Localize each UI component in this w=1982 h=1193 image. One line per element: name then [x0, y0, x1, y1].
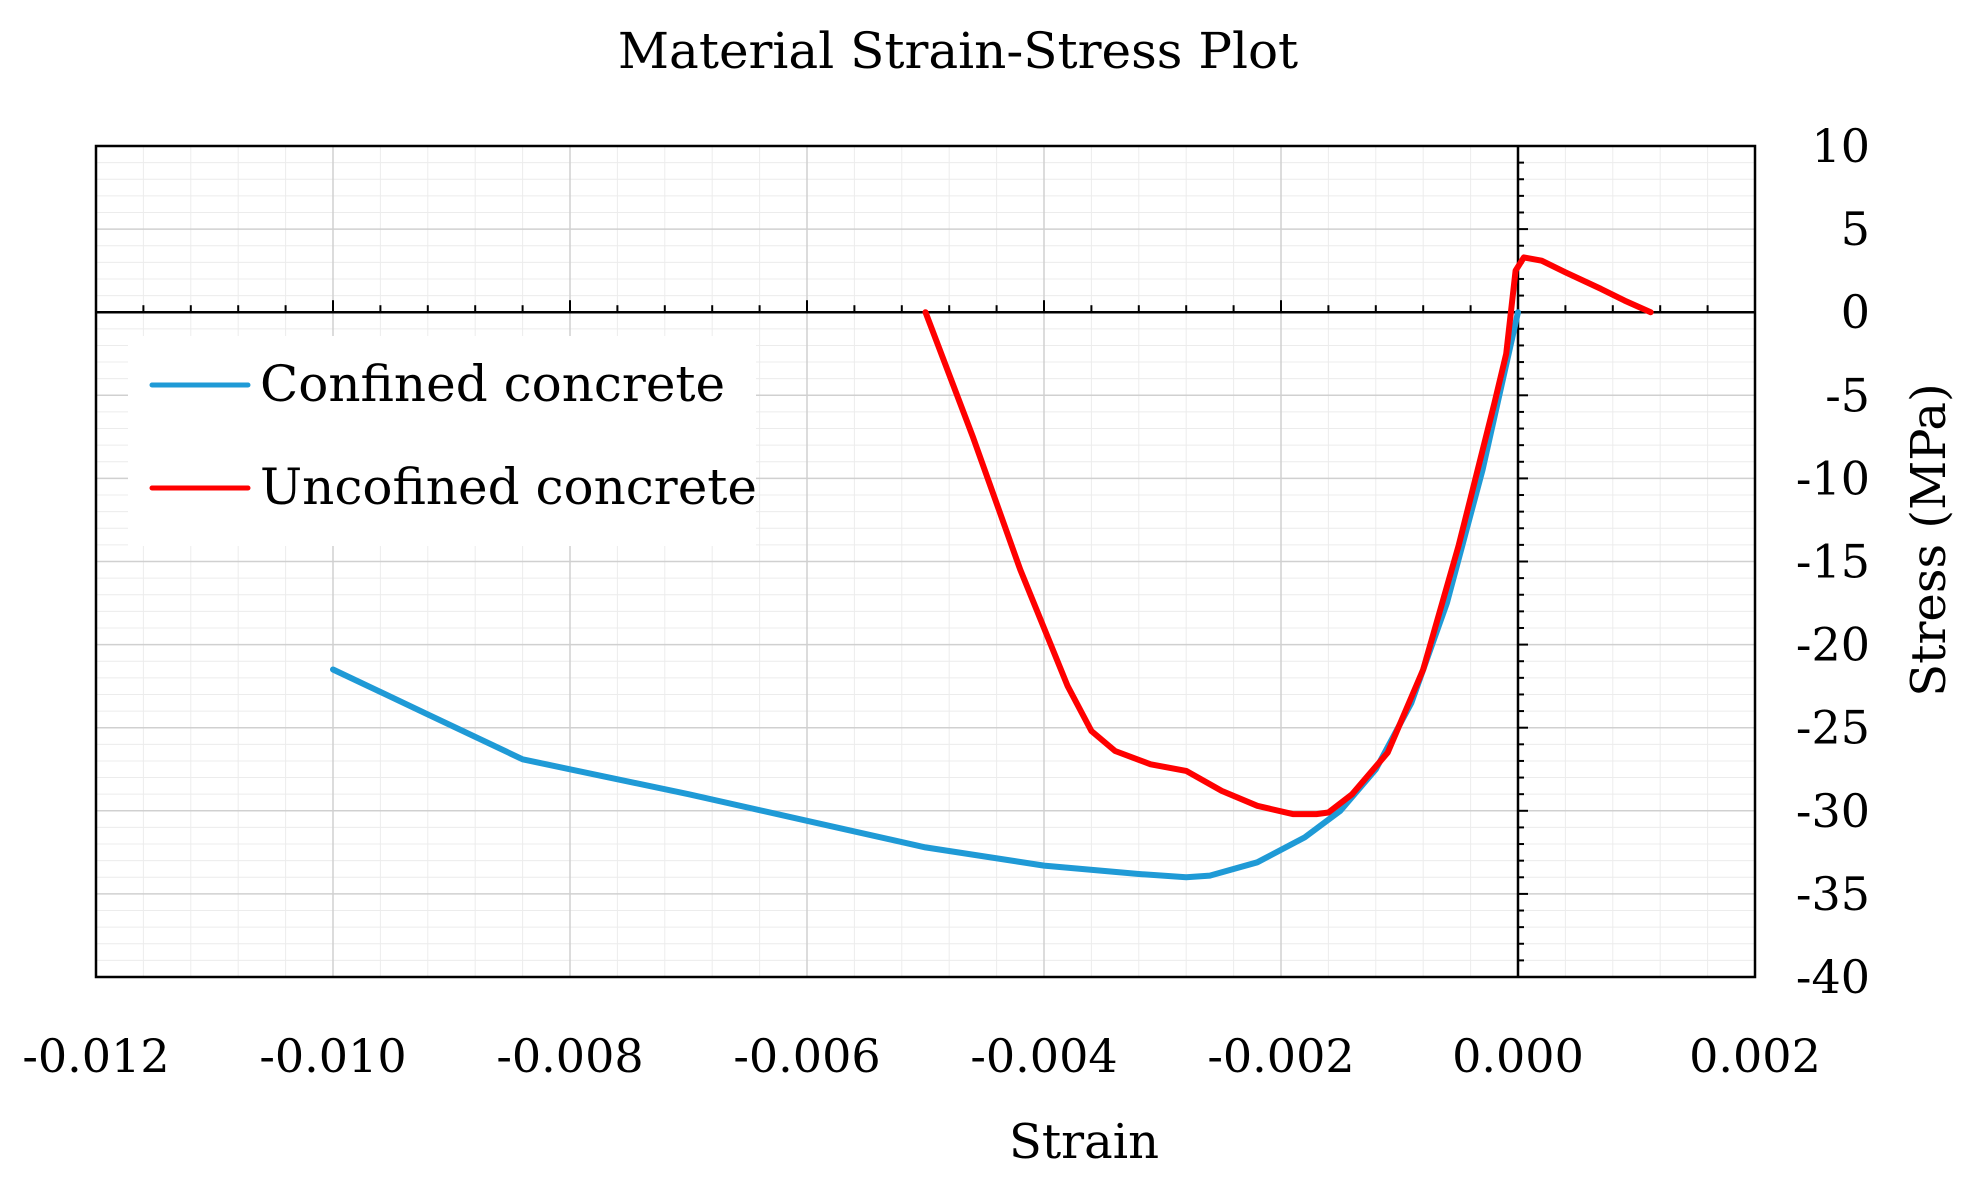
y-tick-label: -35	[1796, 867, 1870, 921]
x-tick-labels: -0.012 -0.010 -0.008 -0.006 -0.004 -0.002 0.00…	[22, 1029, 1820, 1083]
y-axis-label: Stress (MPa)	[1901, 383, 1957, 696]
legend: Confined concrete Uncofined concrete	[128, 336, 757, 546]
x-tick-label: -0.004	[970, 1029, 1117, 1083]
y-tick-label: -25	[1796, 701, 1870, 755]
y-tick-label: 0	[1841, 285, 1870, 339]
y-tick-label: -30	[1796, 784, 1870, 838]
legend-label-unconfined: Uncofined concrete	[260, 458, 757, 516]
x-tick-label: 0.002	[1689, 1029, 1821, 1083]
x-tick-label: -0.002	[1207, 1029, 1354, 1083]
x-tick-label: -0.006	[733, 1029, 880, 1083]
y-tick-label: -5	[1825, 368, 1870, 422]
legend-label-confined: Confined concrete	[260, 355, 725, 413]
x-tick-label: -0.008	[496, 1029, 643, 1083]
x-tick-label: -0.012	[22, 1029, 169, 1083]
y-tick-label: -15	[1796, 535, 1870, 589]
plot-frame	[94, 144, 1757, 979]
y-tick-label: 5	[1841, 202, 1870, 256]
y-tick-label: -20	[1796, 618, 1870, 672]
y-tick-label: -40	[1796, 950, 1870, 1004]
x-tick-label: 0.000	[1452, 1029, 1584, 1083]
x-axis-label: Strain	[1009, 1114, 1159, 1170]
legend-box	[128, 336, 756, 546]
y-tick-label: 10	[1811, 119, 1870, 173]
series-group	[330, 254, 1654, 881]
y-tick-labels: 10 5 0 -5 -10 -15 -20 -25 -30 -35 -40	[1796, 119, 1870, 1004]
x-tick-label: -0.010	[259, 1029, 406, 1083]
series-line-unconfined-concrete	[922, 254, 1654, 818]
axis-ticks	[95, 145, 1756, 978]
y-tick-label: -10	[1796, 451, 1870, 505]
chart-title: Material Strain-Stress Plot	[618, 22, 1298, 80]
